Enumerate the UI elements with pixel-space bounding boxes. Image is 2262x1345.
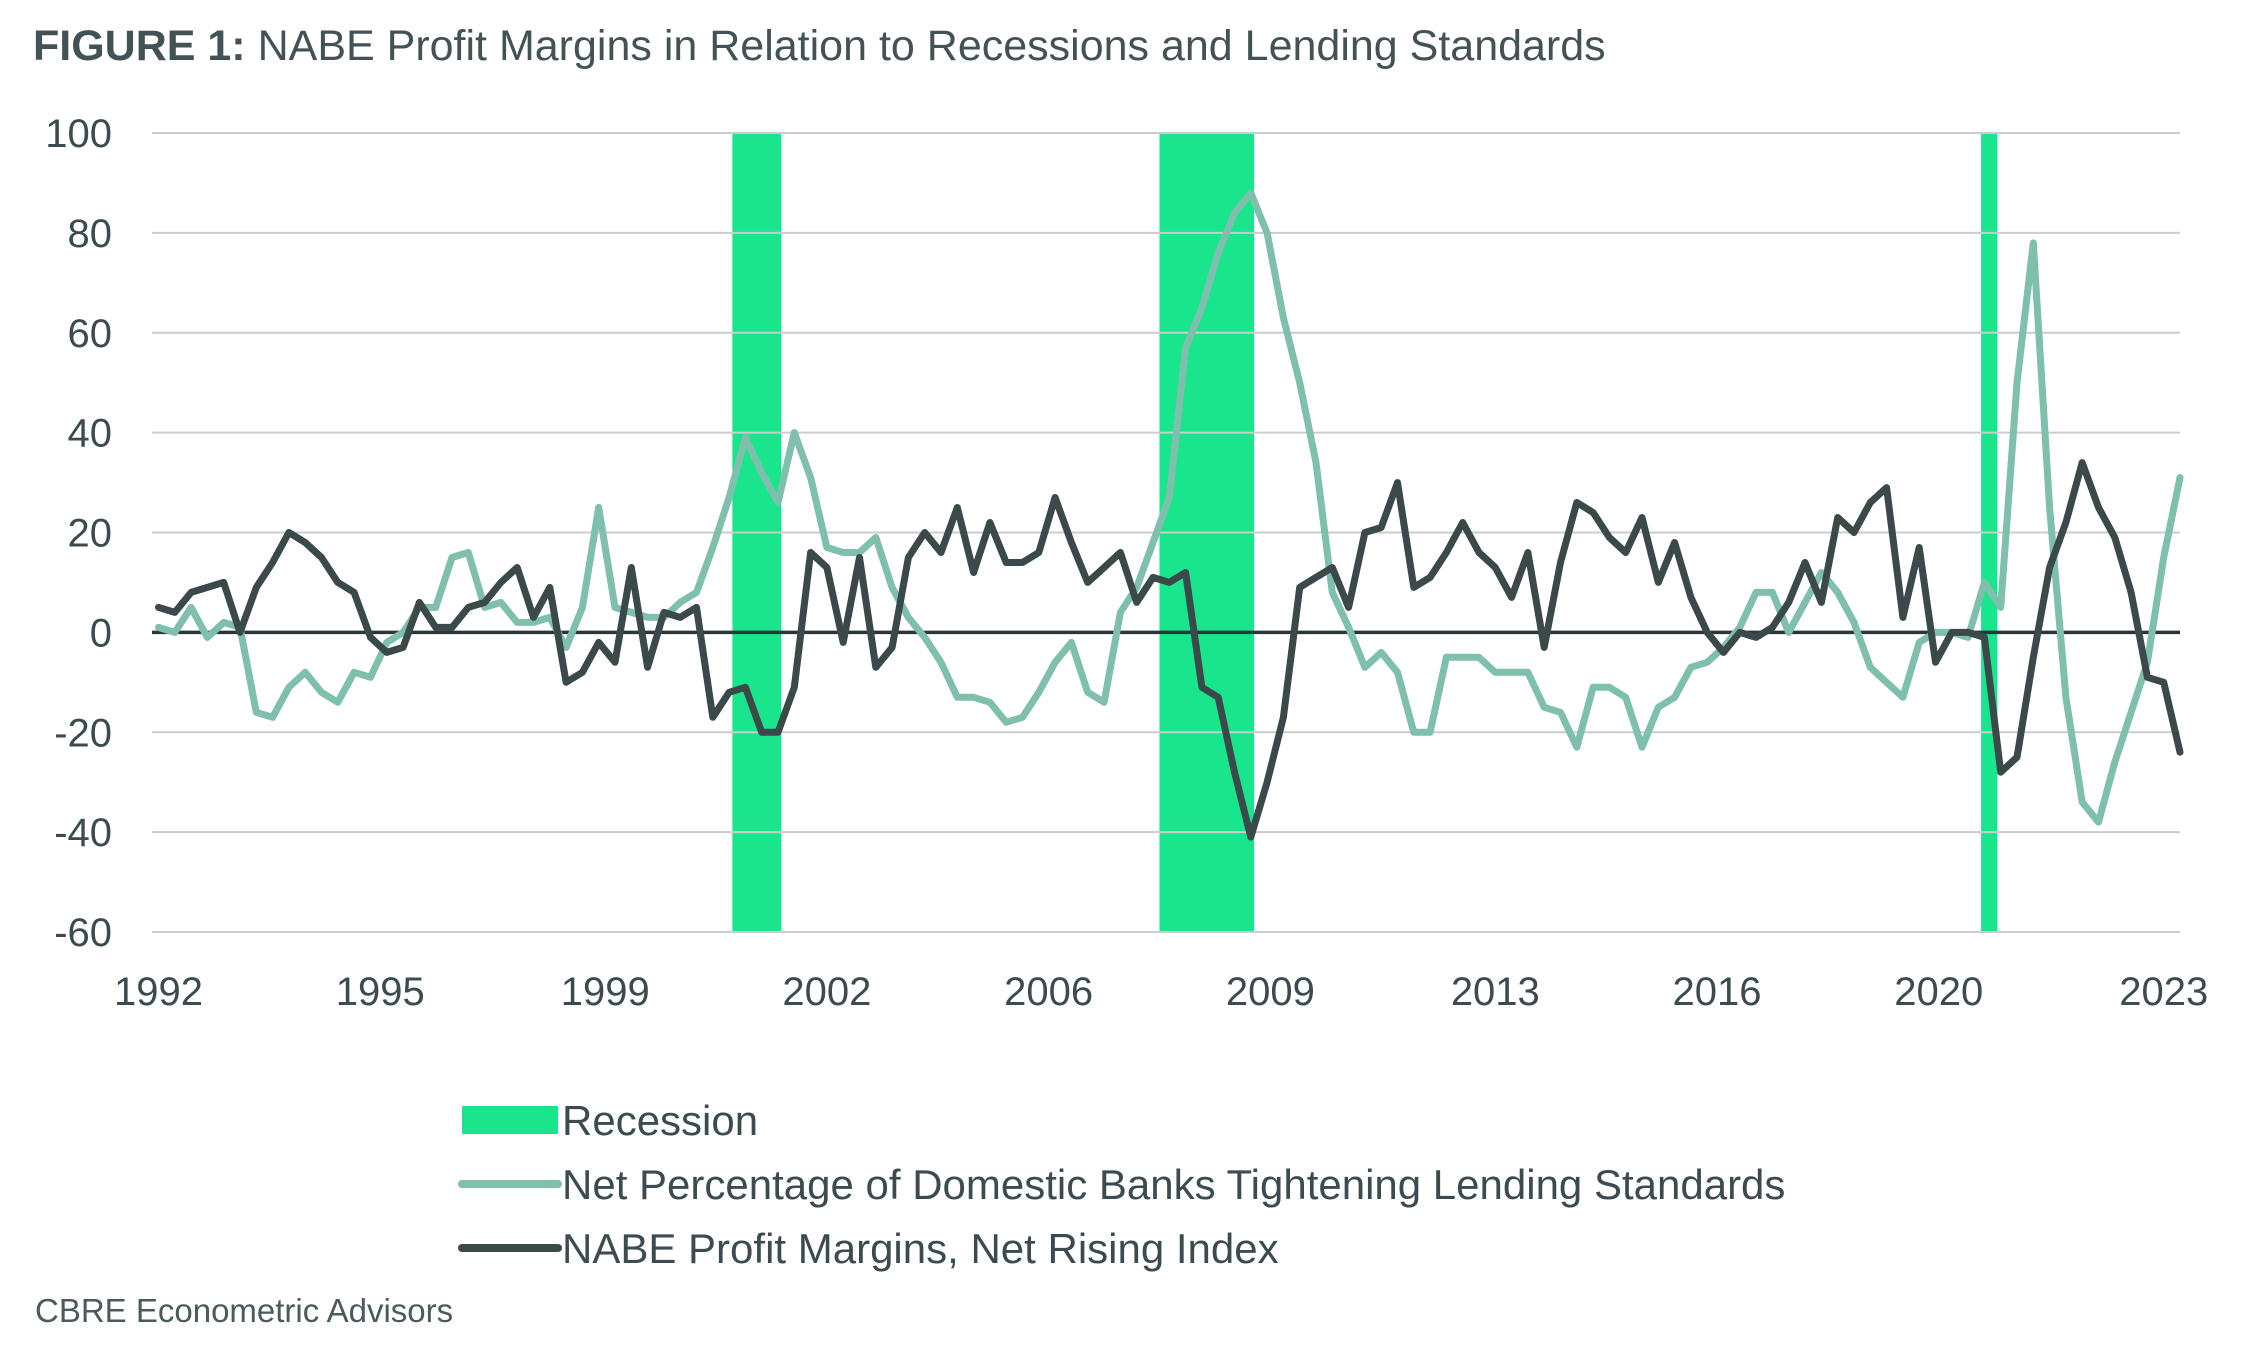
x-axis-labels: 1992 1995 1999 2002 2006 2009 2013 2016 2020 2023 <box>114 970 2208 1014</box>
y-tick-label: 80 <box>68 212 113 256</box>
figure-title: FIGURE 1: NABE Profit Margins in Relatio… <box>33 22 1606 71</box>
x-tick-label: 2002 <box>782 970 871 1014</box>
series-lines <box>155 189 2184 841</box>
x-tick-label: 1992 <box>114 970 203 1014</box>
x-tick-label: 2020 <box>1894 970 1983 1014</box>
y-tick-label: -40 <box>54 811 112 855</box>
x-tick-label: 1999 <box>561 970 650 1014</box>
series-line-nabe <box>155 459 2184 841</box>
y-tick-label: 20 <box>68 512 113 556</box>
x-tick-label: 2016 <box>1673 970 1762 1014</box>
gridlines <box>152 132 2180 933</box>
figure-title-prefix: FIGURE 1: <box>33 22 246 70</box>
x-tick-label: 2023 <box>2119 970 2208 1014</box>
legend-swatch-recession <box>462 1106 558 1134</box>
y-tick-label: 0 <box>90 611 112 655</box>
legend: Recession Net Percentage of Domestic Bank… <box>458 1097 1785 1272</box>
x-tick-label: 2013 <box>1451 970 1540 1014</box>
figure-title-text: NABE Profit Margins in Relation to Reces… <box>257 22 1606 70</box>
y-tick-label: 40 <box>68 412 113 456</box>
y-tick-label: 100 <box>45 112 112 156</box>
legend-label-lending: Net Percentage of Domestic Banks Tighten… <box>562 1161 1785 1208</box>
y-axis-labels: -60 -40 -20 0 20 40 60 80 100 <box>45 112 112 955</box>
legend-label-nabe: NABE Profit Margins, Net Rising Index <box>562 1225 1279 1272</box>
source-note: CBRE Econometric Advisors <box>35 1292 454 1329</box>
y-tick-label: 60 <box>68 312 113 356</box>
legend-label-recession: Recession <box>562 1097 758 1144</box>
series-line-lending <box>155 189 2184 826</box>
x-tick-label: 1995 <box>336 970 425 1014</box>
y-tick-label: -20 <box>54 711 112 755</box>
x-tick-label: 2009 <box>1226 970 1315 1014</box>
x-tick-label: 2006 <box>1004 970 1093 1014</box>
y-tick-label: -60 <box>54 911 112 955</box>
